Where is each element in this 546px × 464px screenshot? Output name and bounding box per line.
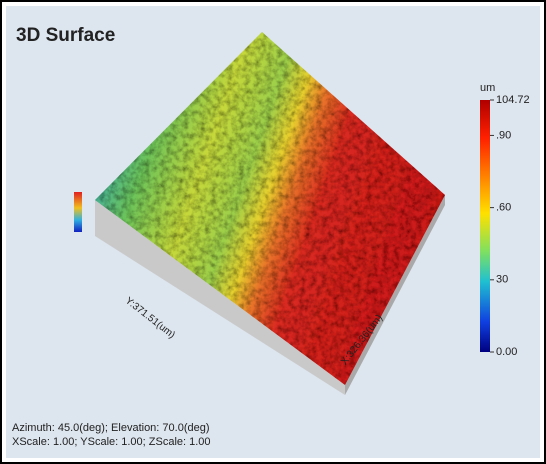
scale-info: XScale: 1.00; YScale: 1.00; ZScale: 1.00: [12, 436, 211, 448]
colorbar-tick-label: .90: [496, 129, 511, 141]
colorbar: [480, 100, 490, 352]
view-info: Azimuth: 45.0(deg); Elevation: 70.0(deg): [12, 422, 210, 434]
surface-view: 3D Surface um 104.72.90.60300.00 Y:371.5…: [0, 0, 546, 464]
mini-colorbar: [74, 192, 82, 232]
colorbar-tick-label: 0.00: [496, 346, 517, 358]
colorbar-tick-label: 30: [496, 274, 508, 286]
colorbar-unit: um: [480, 82, 495, 94]
colorbar-tick-label: .60: [496, 202, 511, 214]
colorbar-tick-label: 104.72: [496, 94, 530, 106]
title: 3D Surface: [16, 25, 115, 46]
